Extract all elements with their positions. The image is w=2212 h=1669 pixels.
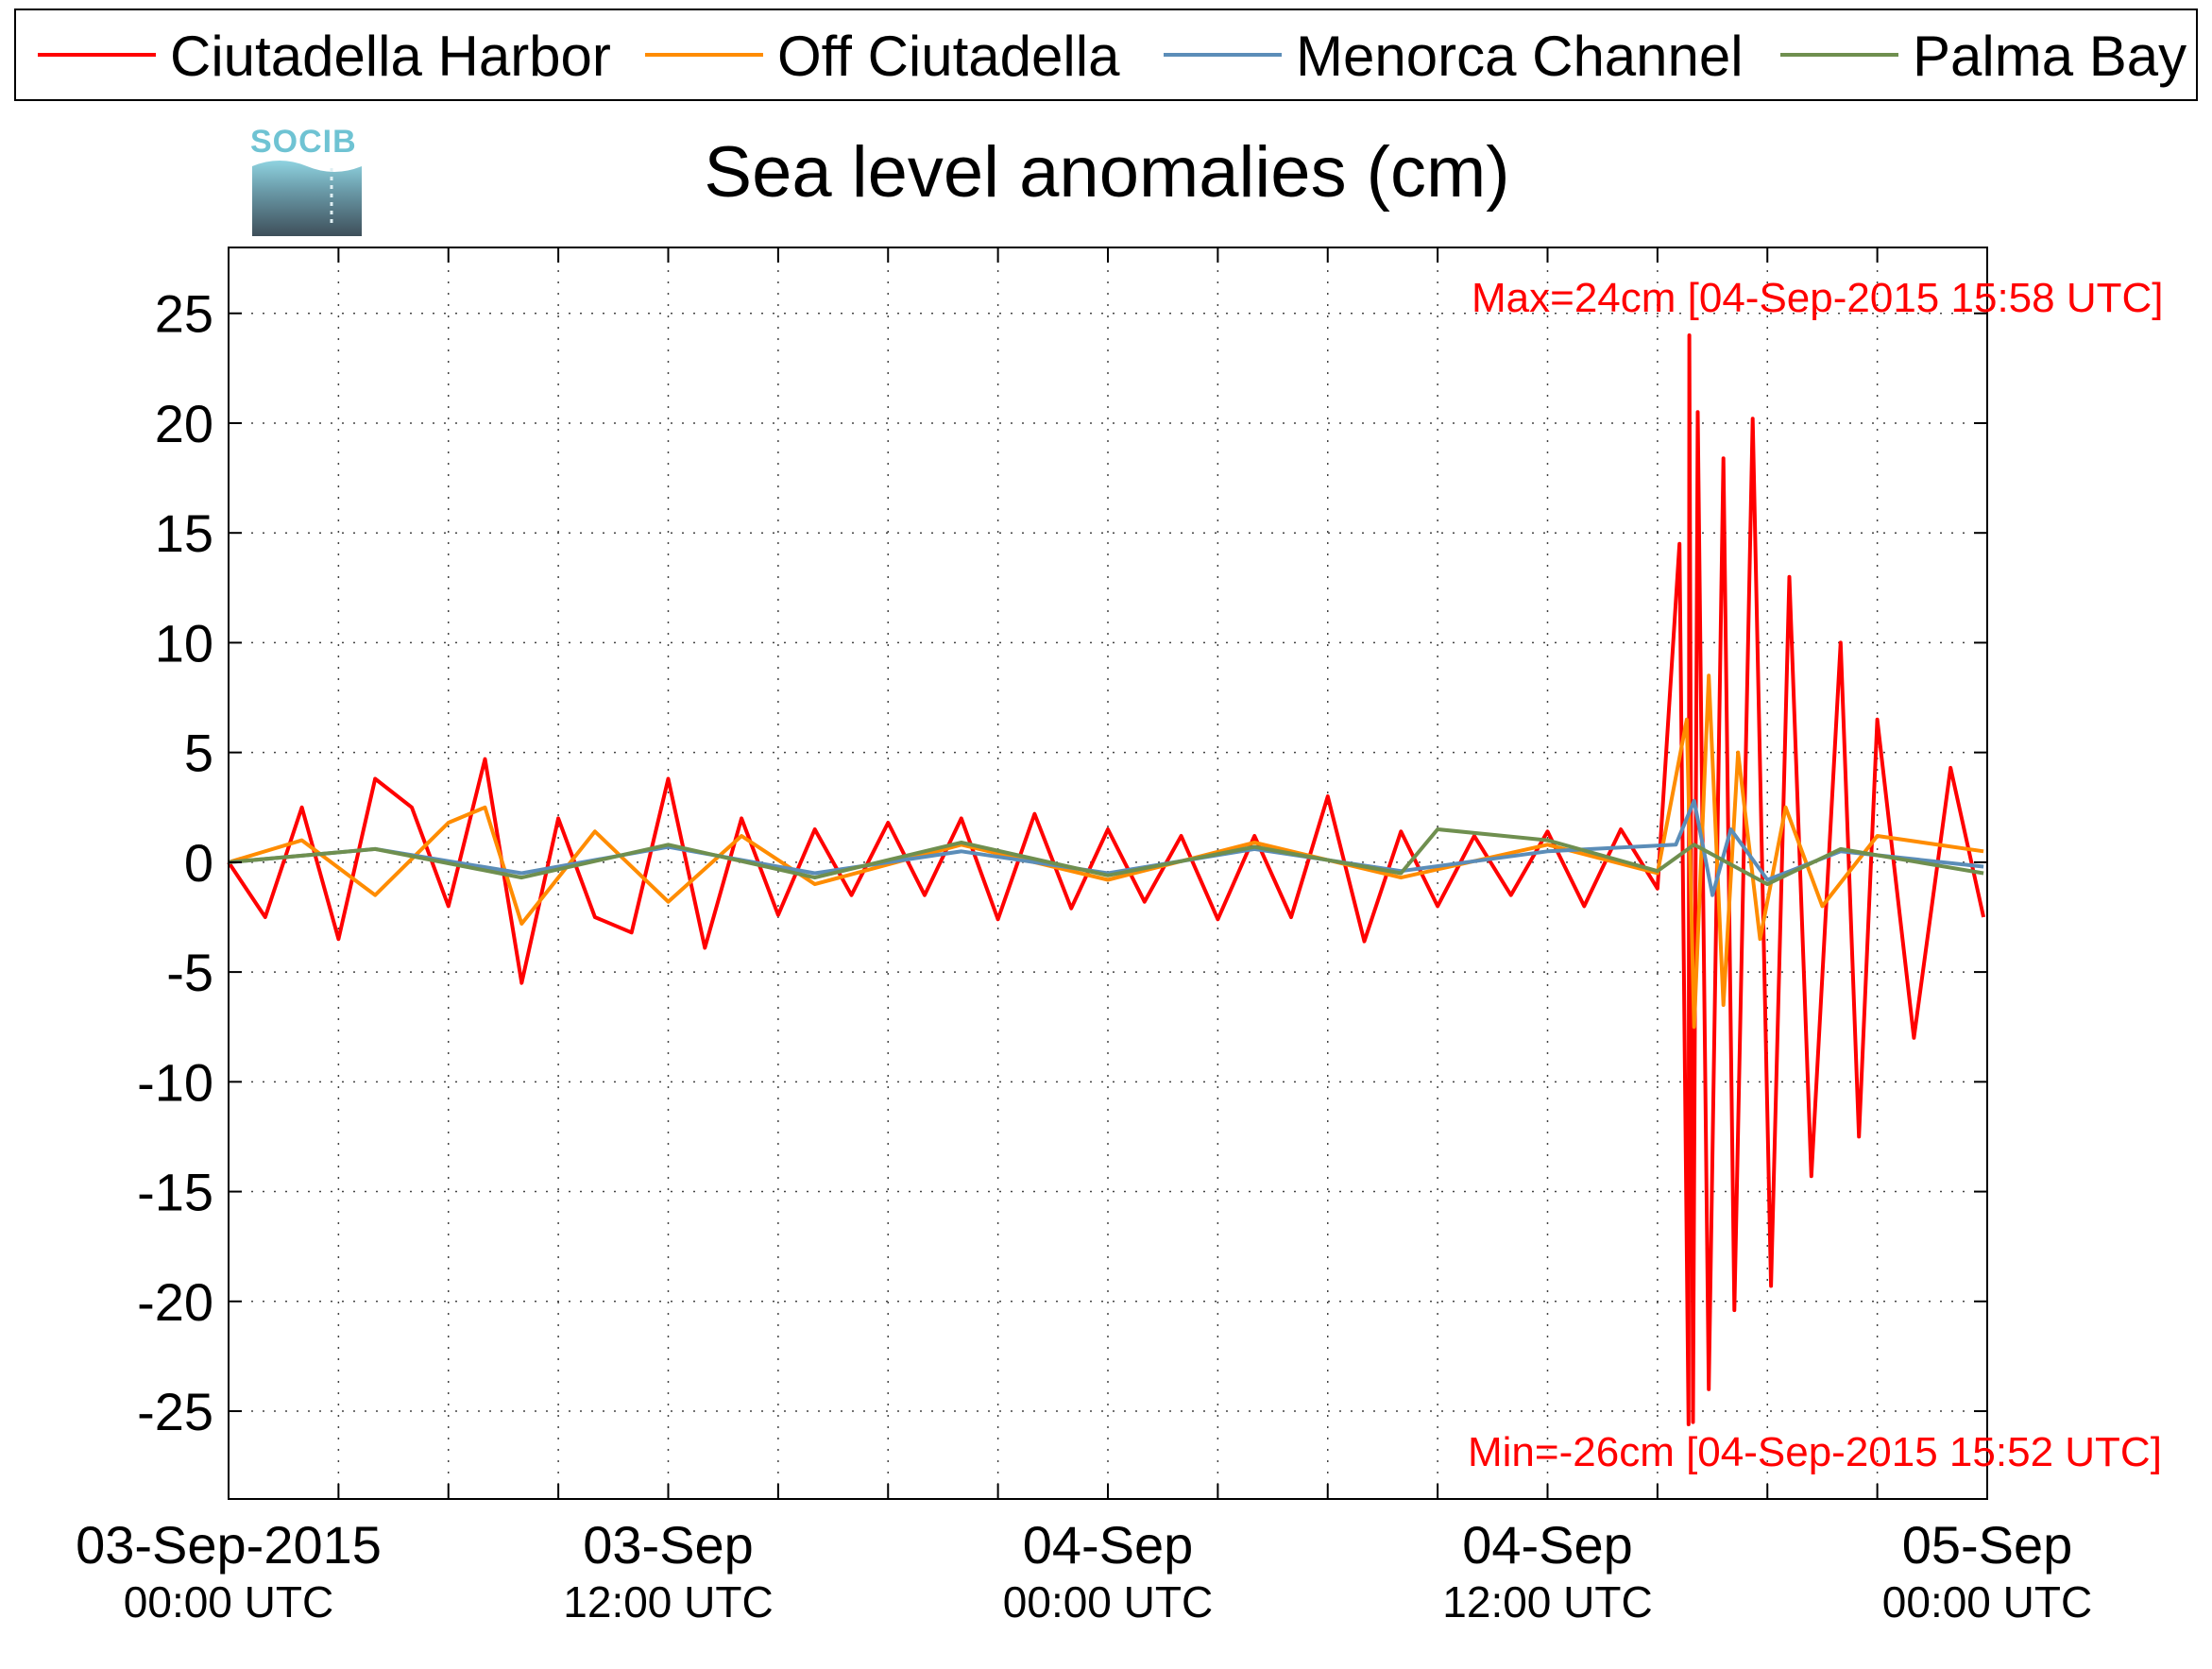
- legend-label: Menorca Channel: [1296, 25, 1744, 88]
- y-tick-label: -5: [166, 943, 213, 1002]
- socib-logo: SOCIB: [250, 124, 362, 236]
- y-tick-label: -10: [137, 1052, 213, 1112]
- series-line: [227, 333, 1986, 1426]
- legend-label: Palma Bay: [1913, 25, 2186, 88]
- x-tick-date-label: 03-Sep-2015: [76, 1515, 382, 1575]
- x-tick-date-label: 03-Sep: [583, 1515, 754, 1575]
- x-tick-date-label: 04-Sep: [1462, 1515, 1633, 1575]
- ticks: [228, 247, 1988, 1499]
- legend-label: Ciutadella Harbor: [170, 25, 611, 88]
- chart-title: Sea level anomalies (cm): [704, 132, 1509, 213]
- y-tick-label: 5: [184, 724, 213, 783]
- grid: [229, 247, 1987, 1499]
- logo-text: SOCIB: [250, 124, 357, 160]
- legend-entry-off-ciutadella: Off Ciutadella: [645, 25, 1120, 88]
- min-annotation: Min=-26cm [04-Sep-2015 15:52 UTC]: [1468, 1429, 2162, 1475]
- max-annotation: Max=24cm [04-Sep-2015 15:58 UTC]: [1472, 275, 2164, 321]
- x-tick-time-label: 12:00 UTC: [1442, 1577, 1652, 1626]
- y-tick-label: -15: [137, 1163, 213, 1222]
- legend-entry-ciutadella-harbor: Ciutadella Harbor: [38, 25, 611, 88]
- x-tick-time-label: 12:00 UTC: [563, 1577, 773, 1626]
- x-tick-date-label: 05-Sep: [1902, 1515, 2073, 1575]
- y-tick-label: 25: [155, 284, 213, 344]
- y-tick-label: 15: [155, 503, 213, 563]
- y-axis-labels: 25 20 15 10 5 0 -5 -10 -15 -20 -25: [137, 284, 213, 1441]
- x-tick-time-label: 00:00 UTC: [1003, 1577, 1213, 1626]
- x-tick-date-label: 04-Sep: [1023, 1515, 1194, 1575]
- y-tick-label: 10: [155, 613, 213, 673]
- y-tick-label: 0: [184, 833, 213, 893]
- legend-label: Off Ciutadella: [777, 25, 1120, 88]
- x-tick-time-label: 00:00 UTC: [1882, 1577, 2092, 1626]
- legend: Ciutadella Harbor Off Ciutadella Menorca…: [14, 9, 2198, 101]
- y-tick-label: 20: [155, 394, 213, 453]
- legend-entry-menorca-channel: Menorca Channel: [1164, 25, 1744, 88]
- legend-entry-palma-bay: Palma Bay: [1780, 25, 2186, 88]
- y-tick-label: -25: [137, 1382, 213, 1441]
- y-tick-label: -20: [137, 1272, 213, 1332]
- series-line: [228, 827, 1984, 887]
- x-tick-time-label: 00:00 UTC: [124, 1577, 333, 1626]
- logo-wave: [252, 161, 362, 236]
- series-layer: [227, 333, 1986, 1426]
